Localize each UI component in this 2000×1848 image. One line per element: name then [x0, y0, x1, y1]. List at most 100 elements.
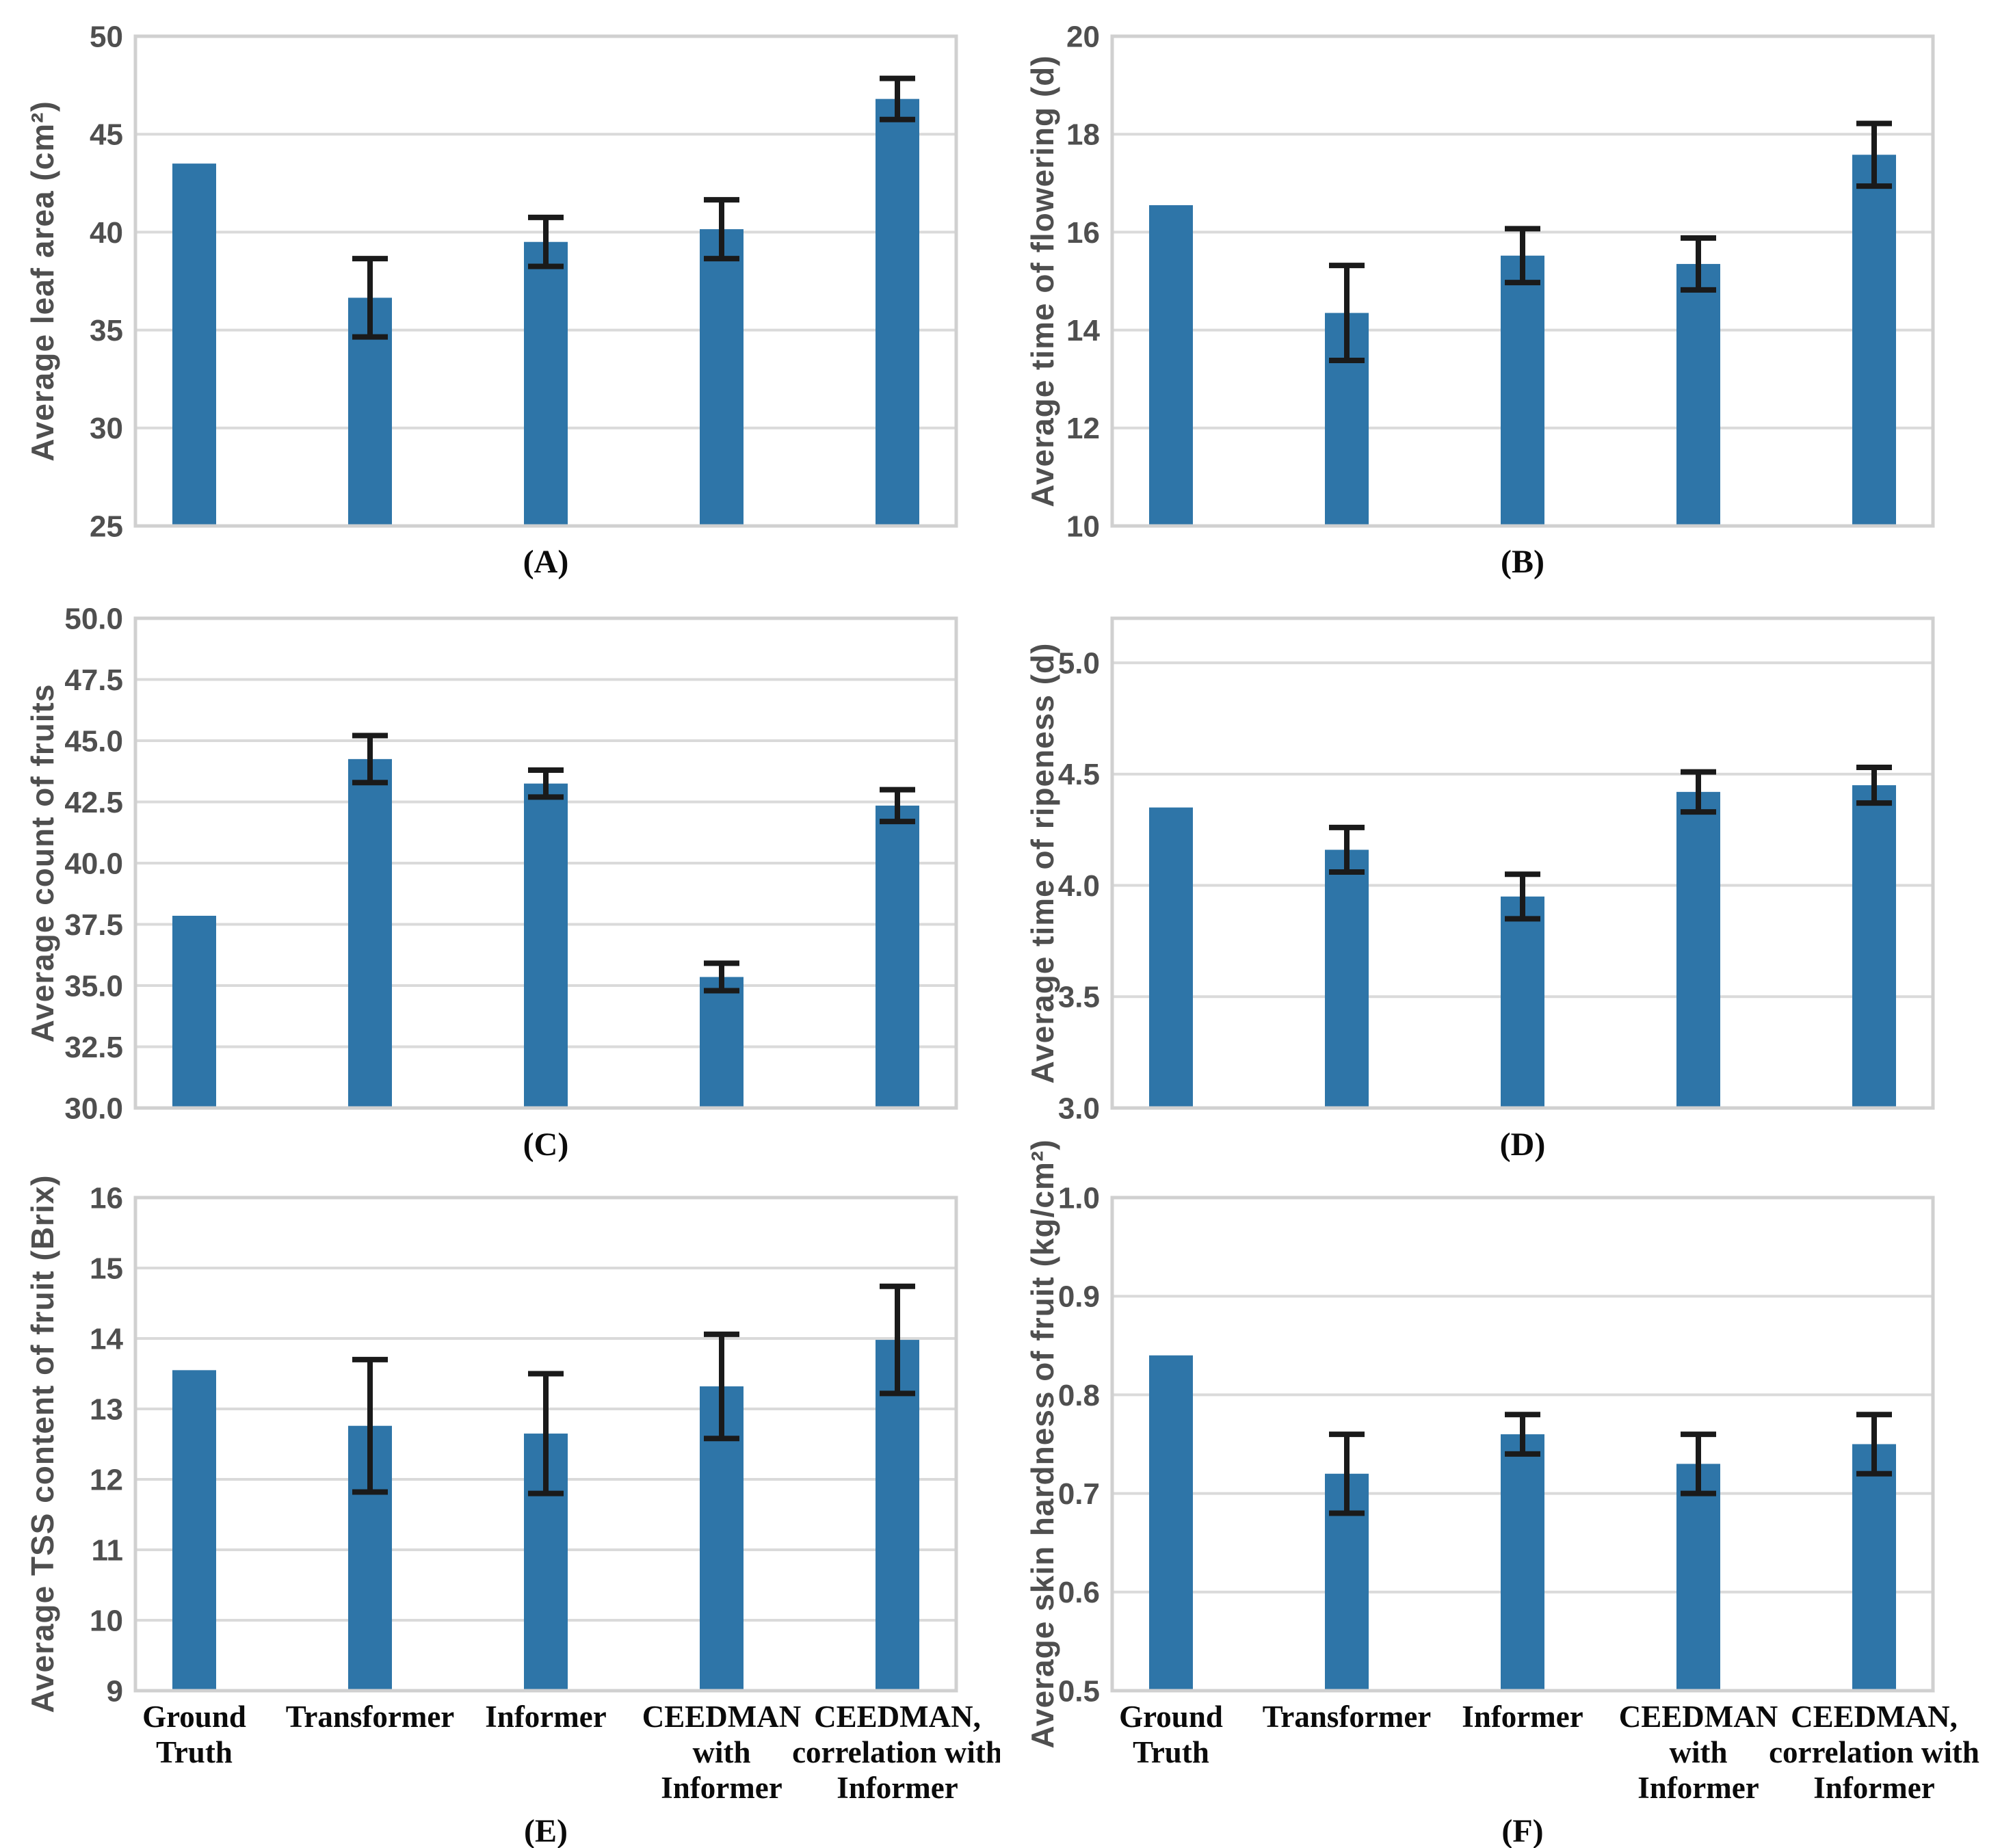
- y-tick-label: 35: [90, 314, 123, 347]
- x-category-label: Transformer: [1263, 1700, 1432, 1734]
- x-category-label: Truth: [156, 1735, 233, 1769]
- panel-caption-e: (E): [524, 1813, 568, 1848]
- panel-e: 9 10 11 12 13 14 15 16 Ground Truth Transformer Inf…: [0, 1174, 1000, 1848]
- y-tick-label: 30: [90, 412, 123, 445]
- bar: [876, 805, 919, 1108]
- x-category-label: Informer: [837, 1771, 958, 1805]
- y-tick-label: 0.8: [1058, 1379, 1100, 1412]
- bar: [1501, 255, 1544, 526]
- plot-border: [1110, 1196, 1935, 1693]
- y-tick-label: 25: [90, 510, 123, 543]
- bar: [876, 98, 919, 526]
- y-tick-label: 0.9: [1058, 1280, 1100, 1314]
- panel-b: 10 12 14 16 18 20 Average time of flowering (…: [1000, 0, 2000, 602]
- y-tick-label: 5.0: [1058, 646, 1100, 680]
- y-tick-label: 13: [90, 1392, 123, 1426]
- bar: [1501, 1434, 1544, 1691]
- panel-c: 30.0 32.5 35.0 37.5 40.0 42.5 45.0 47.5 50.0 Ave…: [0, 602, 1000, 1187]
- y-tick-label: 50.0: [64, 602, 123, 635]
- y-tick-label: 4.0: [1058, 869, 1100, 903]
- x-category-label: Ground: [1119, 1700, 1223, 1734]
- y-tick-label: 14: [1066, 314, 1100, 347]
- plot-border: [133, 1196, 958, 1693]
- bar-chart-b: 10 12 14 16 18 20: [1066, 20, 1935, 543]
- y-tick-label: 16: [90, 1187, 123, 1215]
- bar: [1149, 1355, 1193, 1691]
- bar: [1676, 1464, 1720, 1691]
- y-axis-label-c: Average count of fruits: [25, 683, 60, 1043]
- panel-caption-c: (C): [523, 1126, 569, 1163]
- y-tick-label: 1.0: [1058, 1187, 1100, 1215]
- y-tick-label: 10: [90, 1604, 123, 1637]
- panel-caption-b: (B): [1501, 544, 1544, 580]
- y-tick-label: 0.5: [1058, 1674, 1100, 1708]
- x-category-label: CEEDMAN: [642, 1700, 802, 1734]
- y-tick-label: 47.5: [64, 663, 123, 697]
- bar: [172, 915, 216, 1108]
- y-tick-label: 3.5: [1058, 981, 1100, 1014]
- bar: [1852, 155, 1896, 527]
- bar: [700, 977, 744, 1108]
- y-tick-label: 3.0: [1058, 1092, 1100, 1125]
- panel-a: 25 30 35 40 45 50 Average leaf area (cm²) (A): [0, 0, 1000, 602]
- y-tick-label: 35.0: [64, 969, 123, 1003]
- y-tick-label: 12: [90, 1463, 123, 1496]
- bar: [700, 229, 744, 526]
- y-tick-label: 30.0: [64, 1092, 123, 1125]
- y-tick-label: 12: [1066, 412, 1100, 445]
- y-tick-label: 20: [1066, 20, 1100, 53]
- bar: [1149, 205, 1193, 526]
- y-tick-label: 42.5: [64, 786, 123, 819]
- x-category-label: Transformer: [286, 1700, 455, 1734]
- y-axis-label-a: Average leaf area (cm²): [25, 101, 60, 462]
- y-tick-label: 15: [90, 1252, 123, 1285]
- y-tick-label: 40: [90, 216, 123, 250]
- bar: [1501, 896, 1544, 1108]
- bar: [524, 241, 568, 526]
- y-tick-label: 40.0: [64, 847, 123, 880]
- y-tick-label: 37.5: [64, 908, 123, 942]
- bar: [1676, 791, 1720, 1108]
- y-tick-label: 9: [107, 1674, 123, 1708]
- y-tick-label: 16: [1066, 216, 1100, 250]
- y-tick-label: 14: [90, 1322, 123, 1356]
- bar: [524, 783, 568, 1108]
- bar: [1149, 807, 1193, 1108]
- bar-chart-d: 3.0 3.5 4.0 4.5 5.0: [1058, 616, 1935, 1125]
- plot-border: [133, 34, 958, 528]
- y-tick-label: 50: [90, 20, 123, 53]
- y-axis-label-f: Average skin hardness of fruit (kg/cm²): [1025, 1139, 1060, 1749]
- x-category-label: Ground: [142, 1700, 246, 1734]
- y-axis-label-b: Average time of flowering (d): [1025, 55, 1060, 507]
- y-tick-label: 45: [90, 118, 123, 152]
- plot-border: [1110, 616, 1935, 1110]
- bar: [1852, 1444, 1896, 1691]
- bar: [348, 758, 392, 1108]
- y-tick-label: 18: [1066, 118, 1100, 152]
- x-category-label: correlation with: [1769, 1735, 1979, 1769]
- x-category-label: Informer: [661, 1771, 782, 1805]
- x-category-label: Informer: [1813, 1771, 1934, 1805]
- x-category-label: CEEDMAN: [1619, 1700, 1778, 1734]
- x-category-label: CEEDMAN,: [1791, 1700, 1958, 1734]
- y-axis-label-d: Average time of ripeness (d): [1025, 642, 1060, 1084]
- y-tick-label: 0.7: [1058, 1477, 1100, 1511]
- y-tick-label: 45.0: [64, 724, 123, 758]
- x-category-label: CEEDMAN,: [814, 1700, 981, 1734]
- bar: [1852, 785, 1896, 1108]
- y-tick-label: 32.5: [64, 1031, 123, 1064]
- x-category-label: with: [692, 1735, 750, 1769]
- x-category-label: Truth: [1133, 1735, 1209, 1769]
- panel-d: 3.0 3.5 4.0 4.5 5.0 Average time of ripeness…: [1000, 602, 2000, 1187]
- bar: [876, 1340, 919, 1691]
- bar: [1676, 263, 1720, 526]
- panel-caption-f: (F): [1501, 1813, 1544, 1848]
- x-category-label: Informer: [1637, 1771, 1759, 1805]
- y-tick-label: 11: [91, 1533, 123, 1567]
- bar: [172, 163, 216, 526]
- plot-border: [133, 616, 958, 1110]
- x-category-label: correlation with: [792, 1735, 1000, 1769]
- y-tick-label: 0.6: [1058, 1576, 1100, 1609]
